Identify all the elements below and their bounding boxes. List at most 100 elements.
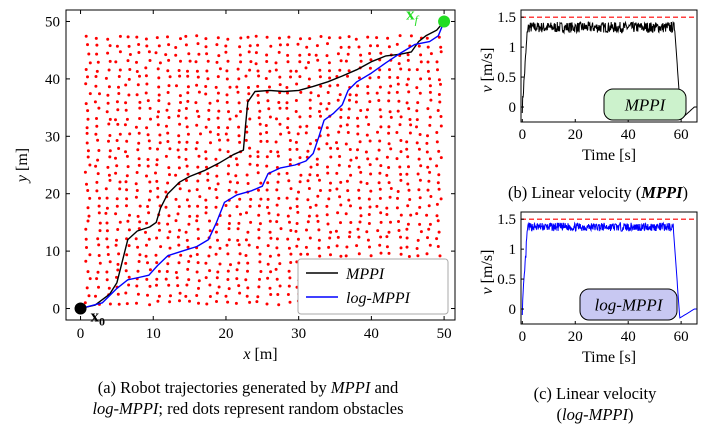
- obstacle-point: [405, 227, 409, 231]
- obstacle-point: [439, 197, 443, 201]
- obstacle-point: [88, 277, 92, 281]
- obstacle-point: [86, 109, 90, 113]
- obstacle-point: [369, 172, 373, 176]
- obstacle-point: [355, 244, 359, 248]
- obstacle-point: [176, 235, 180, 239]
- obstacle-point: [216, 99, 220, 103]
- obstacle-point: [328, 236, 332, 240]
- obstacle-point: [126, 219, 130, 223]
- obstacle-point: [156, 186, 160, 190]
- obstacle-point: [224, 132, 228, 136]
- obstacle-point: [306, 149, 310, 153]
- legend: MPPI log-MPPI: [297, 258, 449, 315]
- obstacle-point: [269, 236, 273, 240]
- obstacle-point: [317, 126, 321, 130]
- obstacle-point: [256, 155, 260, 159]
- obstacle-point: [387, 91, 391, 95]
- obstacle-point: [336, 98, 340, 102]
- y-axis-unit: [m]: [14, 148, 31, 175]
- obstacle-point: [405, 101, 409, 105]
- obstacle-point: [185, 179, 188, 182]
- obstacle-point: [325, 107, 329, 111]
- obstacle-point: [296, 237, 300, 241]
- obstacle-point: [137, 157, 141, 161]
- obstacle-point: [235, 85, 239, 89]
- obstacle-point: [156, 299, 160, 303]
- obstacle-point: [418, 91, 422, 95]
- obstacle-point: [387, 251, 391, 255]
- obstacle-point: [86, 219, 90, 223]
- obstacle-point: [395, 131, 399, 134]
- obstacle-point: [215, 276, 219, 280]
- obstacle-point: [217, 285, 221, 289]
- obstacle-point: [436, 219, 440, 223]
- obstacle-point: [326, 42, 329, 46]
- obstacle-point: [118, 68, 122, 72]
- obstacle-point: [339, 180, 343, 184]
- obstacle-point: [409, 213, 413, 217]
- obstacle-point: [358, 220, 362, 224]
- obstacle-point: [339, 203, 343, 207]
- obstacle-point: [338, 68, 342, 72]
- obstacle-point: [296, 42, 300, 46]
- obstacle-point: [344, 212, 348, 216]
- obstacle-point: [216, 270, 220, 274]
- obstacle-point: [336, 211, 340, 215]
- obstacle-point: [174, 46, 178, 49]
- obstacle-point: [105, 278, 109, 282]
- obstacle-point: [148, 284, 152, 288]
- obstacle-point: [107, 286, 111, 290]
- obstacle-point: [359, 180, 363, 184]
- obstacle-point: [426, 107, 430, 111]
- y-tick-label: 0: [509, 100, 517, 116]
- obstacle-point: [418, 222, 422, 226]
- obstacle-point: [237, 101, 241, 105]
- obstacle-point: [395, 90, 399, 94]
- obstacle-point: [196, 165, 200, 169]
- obstacle-point: [114, 156, 117, 160]
- obstacle-point: [116, 108, 120, 112]
- caption-b-text: (b) Linear velocity (: [507, 183, 642, 202]
- obstacle-point: [96, 60, 100, 64]
- obstacle-point: [257, 101, 260, 105]
- obstacle-point: [378, 85, 382, 89]
- obstacle-point: [439, 82, 442, 86]
- obstacle-point: [378, 139, 382, 143]
- x-tick-label: 40: [621, 127, 636, 143]
- obstacle-point: [249, 60, 253, 64]
- obstacle-point: [406, 58, 410, 62]
- obstacle-point: [134, 195, 138, 199]
- obstacle-point: [397, 99, 401, 103]
- obstacle-point: [377, 148, 381, 152]
- obstacle-point: [289, 261, 293, 264]
- obstacle-point: [326, 165, 329, 169]
- obstacle-point: [398, 123, 402, 127]
- obstacle-point: [289, 252, 293, 256]
- obstacle-point: [115, 139, 119, 142]
- obstacle-point: [294, 140, 298, 144]
- obstacle-point: [299, 90, 303, 94]
- obstacle-point: [268, 115, 272, 119]
- obstacle-point: [267, 211, 271, 215]
- obstacle-point: [397, 229, 401, 232]
- obstacle-point: [178, 299, 181, 303]
- obstacle-point: [205, 52, 209, 56]
- obstacle-point: [197, 115, 201, 118]
- obstacle-point: [277, 50, 281, 54]
- obstacle-point: [127, 283, 131, 287]
- y-tick-label: 20: [45, 187, 60, 203]
- obstacle-point: [148, 303, 152, 307]
- obstacle-point: [347, 198, 351, 202]
- obstacle-point: [87, 294, 91, 298]
- obstacle-point: [204, 92, 208, 96]
- obstacle-point: [378, 108, 382, 112]
- obstacle-point: [108, 302, 112, 306]
- obstacle-point: [339, 221, 342, 225]
- caption-b-text: ): [682, 183, 689, 202]
- obstacle-point: [124, 150, 127, 154]
- obstacle-point: [318, 110, 321, 113]
- obstacle-point: [214, 230, 218, 234]
- obstacle-point: [399, 235, 402, 239]
- obstacle-point: [428, 170, 432, 174]
